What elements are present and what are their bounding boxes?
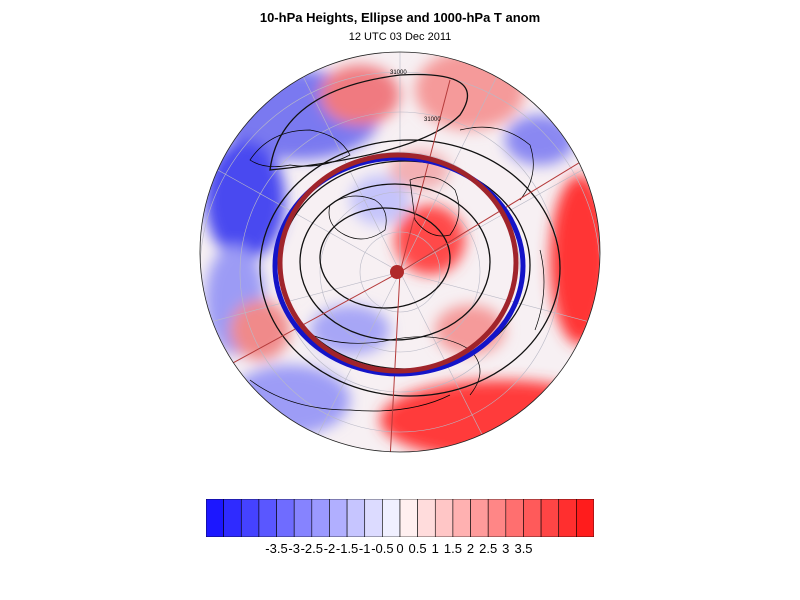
colorbar-swatch xyxy=(311,499,330,537)
chart-subtitle: 12 UTC 03 Dec 2011 xyxy=(348,31,452,43)
colorbar-swatch xyxy=(293,499,313,537)
colorbar-swatch xyxy=(576,499,594,537)
vortex-center-marker xyxy=(390,265,404,279)
colorbar-tick-label: 3.5 xyxy=(514,541,533,556)
colorbar-swatch xyxy=(523,499,542,537)
colorbar-tick-label: 1 xyxy=(431,541,439,556)
contour-label: 31000 xyxy=(424,117,441,123)
colorbar-tick-label: -1 xyxy=(358,541,371,556)
coastlines xyxy=(249,126,545,412)
colorbar-swatch xyxy=(346,499,366,537)
colorbar-tick-label: -3 xyxy=(288,541,300,556)
colorbar-swatch xyxy=(329,499,348,537)
colorbar-tick-label: -1.5 xyxy=(335,541,359,556)
colorbar-swatch xyxy=(364,499,383,537)
colorbar-tick-label: -2.5 xyxy=(300,541,323,556)
colorbar-swatch xyxy=(487,499,507,537)
colorbar-swatch xyxy=(434,499,454,537)
colorbar-tick-label: 3 xyxy=(502,541,510,556)
colorbar-swatch xyxy=(206,499,224,537)
vortex-edge-contour xyxy=(272,155,526,377)
colorbar-tick-label: -0.5 xyxy=(371,541,394,556)
colorbar-swatch xyxy=(223,499,242,537)
colorbar xyxy=(206,499,594,537)
colorbar-swatch xyxy=(382,499,401,537)
chart-title: 10-hPa Heights, Ellipse and 1000-hPa T a… xyxy=(259,10,541,25)
colorbar-tick-label: -3.5 xyxy=(265,541,288,556)
colorbar-tick-label: -2 xyxy=(323,541,336,556)
colorbar-tick-label: 0 xyxy=(396,541,404,556)
colorbar-tick-label: 2.5 xyxy=(479,541,498,556)
fitted-ellipse xyxy=(277,152,519,374)
colorbar-tick-label: 0.5 xyxy=(408,541,427,556)
map-boundary xyxy=(199,51,601,453)
colorbar-swatch xyxy=(505,499,524,537)
colorbar-swatch xyxy=(558,499,577,537)
colorbar-labels: -3.5 -3 -2.5 -2 -1.5 -1 -0.5 0 0.5 1 1.5 2 2.5 3 3.5 xyxy=(206,541,594,561)
colorbar-swatch xyxy=(470,499,489,537)
colorbar-tick-label: 2 xyxy=(466,541,475,556)
colorbar-swatch xyxy=(540,499,560,537)
colorbar-swatch xyxy=(417,499,436,537)
colorbar-swatch xyxy=(276,499,295,537)
temperature-anomaly-field xyxy=(200,52,600,452)
colorbar-tick-label: 1.5 xyxy=(443,541,462,556)
contour-label: 31000 xyxy=(390,70,407,76)
colorbar-swatch xyxy=(258,499,277,537)
colorbar-swatch xyxy=(399,499,418,537)
polar-map: 31000 31000 xyxy=(199,51,601,453)
colorbar-swatch xyxy=(452,499,471,537)
colorbar-swatch xyxy=(240,499,260,537)
